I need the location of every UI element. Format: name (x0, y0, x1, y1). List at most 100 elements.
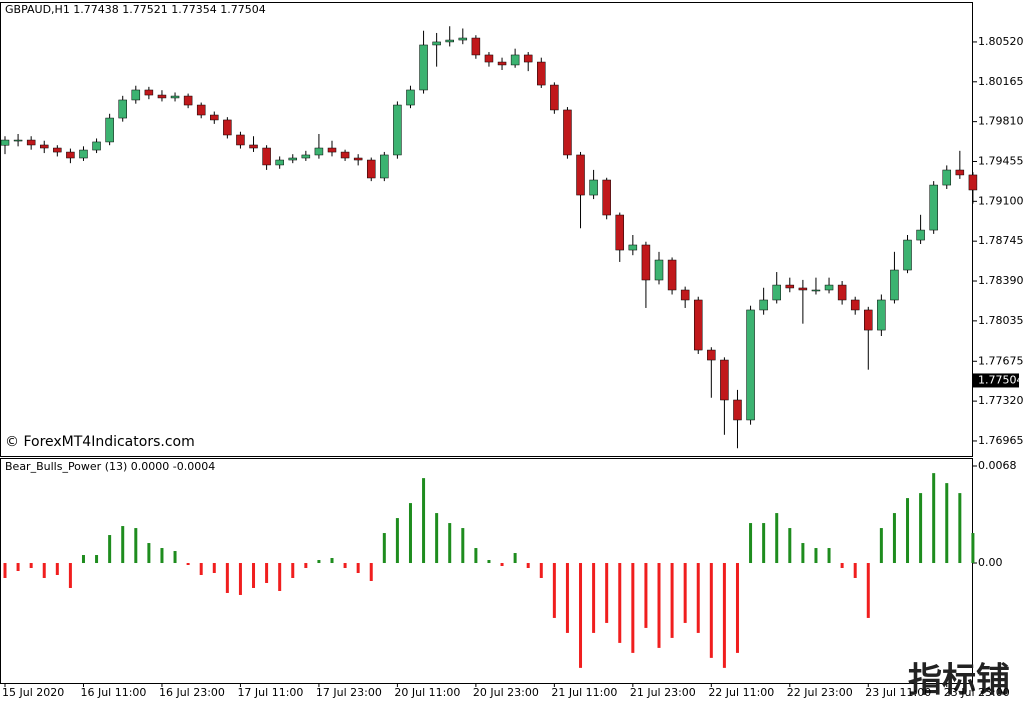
x-tick-label: 17 Jul 11:00 (237, 686, 303, 699)
histogram-bar (160, 548, 164, 564)
candle-body (890, 269, 899, 301)
histogram-bar (278, 563, 282, 591)
y-tick-label: 0.00 (978, 556, 1003, 569)
candle-body (39, 144, 49, 149)
histogram-bar (657, 563, 661, 648)
candle-body (654, 259, 664, 281)
candle-body (53, 147, 62, 153)
histogram-bar (422, 478, 426, 564)
candle-body (720, 359, 729, 401)
candle-body (759, 299, 768, 311)
histogram-bar (631, 563, 635, 653)
histogram-bar (644, 563, 648, 628)
candle-body (445, 39, 454, 43)
candle-body (249, 144, 258, 149)
histogram-bar (579, 563, 583, 668)
y-tick-label: 1.79455 (978, 154, 1024, 167)
histogram-bar (474, 548, 478, 564)
y-tick-label: 1.79100 (978, 194, 1024, 207)
histogram-bar (304, 563, 308, 569)
histogram-bar (840, 563, 844, 569)
histogram-bar (722, 563, 726, 668)
candle-body (26, 139, 36, 146)
candle-body (628, 244, 638, 251)
candle-body (327, 147, 337, 153)
x-tick-label: 17 Jul 23:00 (316, 686, 382, 699)
y-tick-label: 1.77320 (978, 394, 1024, 407)
histogram-bar (29, 563, 33, 569)
histogram-bar (461, 528, 465, 564)
candle-body (850, 299, 860, 311)
histogram-bar (801, 543, 805, 564)
candle-body (118, 99, 127, 119)
histogram-bar (539, 563, 543, 578)
histogram-bar (16, 563, 20, 571)
candle-body (314, 147, 324, 156)
histogram-bar (186, 563, 190, 566)
candle-body (144, 89, 154, 96)
candle-body (537, 61, 546, 86)
y-tick-label: 0.0068 (978, 459, 1017, 472)
histogram-bar (513, 553, 517, 564)
candle-body (484, 54, 494, 63)
candle-body (340, 151, 350, 159)
y-tick-label: 1.78390 (978, 274, 1024, 287)
histogram-bar (330, 558, 334, 564)
candle-body (170, 95, 180, 99)
histogram-bar (435, 513, 439, 564)
histogram-bar (356, 563, 360, 573)
histogram-bar (827, 548, 831, 564)
histogram-bar (618, 563, 622, 643)
histogram-bar (252, 563, 256, 588)
histogram-bar (291, 563, 295, 578)
histogram-bar (265, 563, 269, 583)
histogram-bar (775, 513, 779, 564)
candle-body (275, 159, 284, 166)
main-pane (0, 2, 973, 457)
current-price-box (973, 373, 1019, 388)
candle-body (79, 149, 88, 159)
candle-body (105, 117, 114, 143)
watermark: 指标铺 (908, 661, 1010, 701)
candle-body (733, 399, 742, 421)
histogram-bar (487, 560, 491, 564)
histogram-bar (565, 563, 569, 633)
candle-body (968, 174, 978, 191)
candle-body (301, 154, 311, 159)
candle-body (157, 94, 167, 99)
candle-body (707, 349, 716, 361)
histogram-bar (866, 563, 870, 618)
x-tick-label: 20 Jul 11:00 (394, 686, 460, 699)
candle-body (680, 289, 690, 301)
y-tick-label: 1.78745 (978, 234, 1024, 247)
y-tick-label: 1.77675 (978, 354, 1024, 367)
x-tick-label: 21 Jul 11:00 (551, 686, 617, 699)
candle-body (510, 54, 520, 66)
candle-body (942, 169, 952, 186)
x-tick-label: 21 Jul 23:00 (630, 686, 696, 699)
histogram-bar (919, 493, 923, 564)
histogram-bar (906, 498, 910, 564)
histogram-bar (382, 533, 386, 564)
histogram-bar (95, 555, 99, 564)
candle-body (92, 141, 101, 151)
candle-body (419, 44, 428, 91)
candle-body (66, 151, 75, 159)
candle-body (667, 259, 677, 291)
histogram-bar (343, 563, 347, 569)
candle-body (13, 139, 23, 142)
histogram-bar (892, 513, 896, 564)
candle-body (903, 239, 912, 271)
histogram-bar (55, 563, 59, 575)
candle-body (615, 214, 625, 251)
candle-body (589, 179, 598, 196)
indicator-pane (0, 458, 973, 684)
y-tick-label: 1.80165 (978, 75, 1024, 88)
histogram-bar (147, 543, 151, 564)
candle-body (523, 54, 533, 63)
histogram-bar (814, 548, 818, 564)
histogram-bar (696, 563, 700, 633)
histogram-bar (134, 528, 138, 564)
histogram-bar (749, 523, 753, 564)
